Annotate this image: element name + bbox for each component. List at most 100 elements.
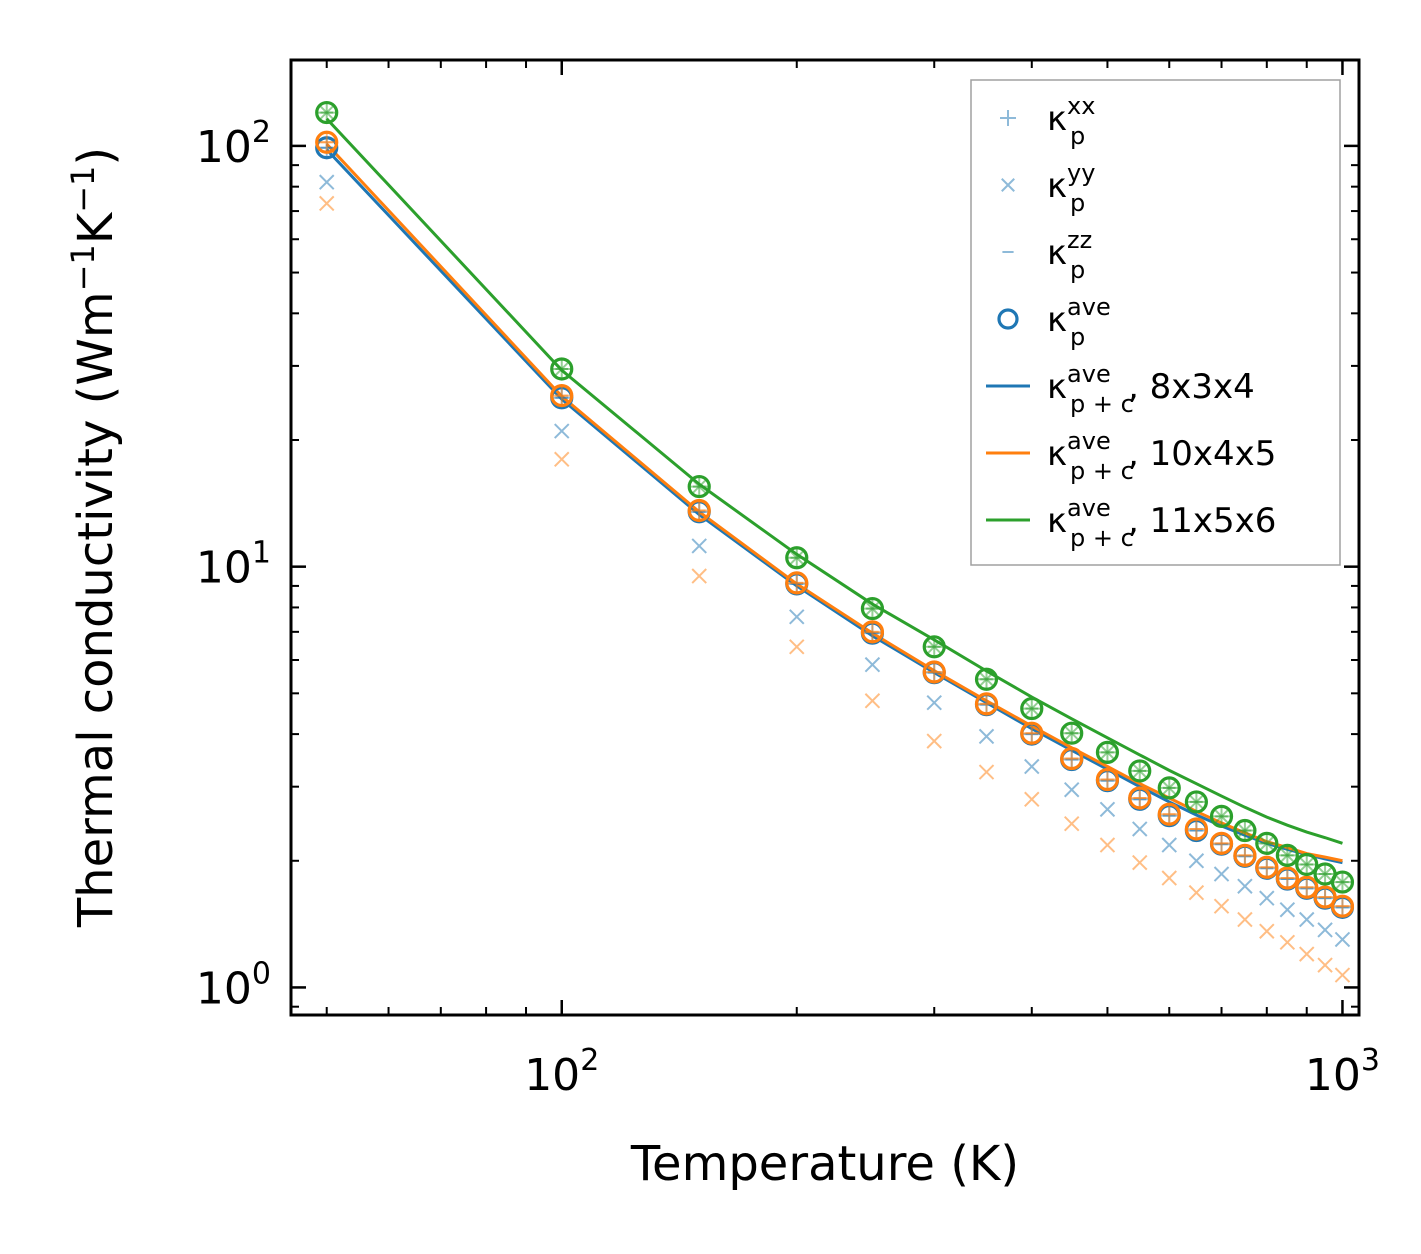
- data-point-kave_green-12: [1184, 790, 1208, 814]
- y-tick-label-base: 10: [196, 122, 252, 173]
- data-point-kyy_orange-19-d2: [1334, 967, 1351, 983]
- legend-label-suffix: , 10x4x5: [1128, 434, 1276, 474]
- x-tick-label-base: 10: [524, 1050, 580, 1101]
- y-tick-label-exp: 1: [252, 536, 271, 571]
- data-point-kyy_orange-0: [318, 195, 335, 212]
- legend-label: κzz p: [1047, 226, 1092, 284]
- data-point-kyy_orange-12-d2: [1188, 884, 1205, 901]
- data-point-kave_orange-11-ring: [1157, 802, 1181, 826]
- data-point-kave_orange-3-ring: [785, 571, 809, 595]
- legend-marker-icon: [1000, 110, 1016, 126]
- legend-label-sup: yy: [1067, 159, 1095, 187]
- data-point-kyy_blue-11: [1161, 837, 1177, 853]
- data-point-kave_orange-18-ring: [1313, 885, 1337, 909]
- y-tick-label-exp: 0: [252, 956, 271, 991]
- data-point-kyy_blue-2-d2: [691, 538, 707, 554]
- data-point-kave_orange-8: [1060, 746, 1084, 771]
- legend-label-sub: p: [1070, 323, 1085, 351]
- data-point-kave_orange-5-ring: [922, 660, 946, 684]
- legend-entry: κave p + c, 8x3x4: [986, 360, 1255, 418]
- data-point-kyy_orange-10: [1132, 854, 1148, 871]
- y-axis-title-sup1: −1: [64, 244, 102, 291]
- data-point-kave_green-2: [687, 474, 711, 499]
- data-point-kyy_blue-3-d2: [789, 609, 805, 625]
- data-point-kave_orange-9-ring: [1095, 767, 1120, 792]
- data-point-kyy_orange-3-d2: [789, 639, 805, 655]
- data-point-kyy_blue-16-d2: [1279, 901, 1296, 918]
- legend-label-base: κ: [1047, 233, 1067, 273]
- legend-marker-icon: [1001, 178, 1015, 192]
- y-tick-label: 100: [196, 956, 271, 1014]
- y-tick-label: 102: [196, 115, 271, 173]
- data-point-kave_green-10: [1128, 759, 1152, 783]
- series-kzz_green: [320, 111, 1349, 884]
- y-axis-title: Thermal conductivity (Wm−1K−1): [64, 147, 124, 928]
- data-point-kave_orange-4: [860, 620, 885, 644]
- x-axis-title: Temperature (K): [630, 1136, 1019, 1192]
- data-point-kyy_orange-13: [1213, 898, 1230, 914]
- data-point-kyy_blue-0-d2: [318, 174, 335, 190]
- data-point-kave_orange-16: [1275, 866, 1299, 890]
- data-point-kave_green-11-ring: [1157, 776, 1181, 800]
- data-point-kyy_blue-18-d2: [1317, 922, 1333, 938]
- legend-label-sub: p: [1070, 189, 1085, 217]
- data-point-kyy_blue-13-d2: [1213, 866, 1230, 882]
- data-point-kyy_orange-18-d2: [1317, 957, 1333, 973]
- data-point-kave_green-0-ring: [315, 100, 339, 125]
- legend-label-sup: ave: [1067, 427, 1111, 455]
- data-point-kave_green-13-ring: [1209, 804, 1234, 828]
- data-point-kyy_orange-6-d2: [978, 764, 995, 780]
- data-point-kave_orange-6-ring: [974, 692, 999, 716]
- data-point-kyy_orange-16-d2: [1279, 934, 1296, 951]
- legend-label: κyy p: [1047, 159, 1095, 217]
- data-point-kyy_blue-16: [1279, 901, 1296, 918]
- data-point-kyy_orange-0-d2: [318, 195, 335, 212]
- data-point-kave_orange-17-ring: [1295, 875, 1319, 899]
- data-point-kyy_orange-5-d2: [926, 733, 942, 749]
- data-point-kave_green-7: [1020, 696, 1044, 721]
- data-point-kave_green-3-ring: [785, 546, 809, 570]
- series-kyy_blue: [318, 174, 1351, 948]
- data-point-kyy_blue-1: [554, 423, 570, 439]
- data-point-kyy_blue-2: [691, 538, 707, 554]
- legend-label-base: κ: [1047, 367, 1067, 407]
- legend-label: κxx p: [1047, 92, 1095, 150]
- data-point-kyy_blue-5-d2: [926, 694, 942, 711]
- data-point-kave_green-1-ring: [550, 357, 574, 381]
- legend-label-base: κ: [1047, 300, 1067, 340]
- y-axis-title-end: ): [68, 147, 124, 166]
- data-point-kave_orange-3: [785, 571, 809, 595]
- data-point-kave_green-14-ring: [1233, 818, 1257, 843]
- data-point-kave_orange-17: [1295, 875, 1319, 899]
- y-axis-title-sup2: −1: [64, 166, 102, 213]
- y-tick-label-base: 10: [196, 543, 252, 594]
- data-point-kave_orange-13-ring: [1209, 831, 1234, 855]
- data-point-kave_orange-6: [974, 692, 999, 716]
- data-point-kyy_blue-8: [1063, 782, 1080, 798]
- data-point-kyy_blue-4: [864, 656, 881, 673]
- legend-label-sub: p: [1070, 256, 1085, 284]
- x-tick-label-base: 10: [1305, 1050, 1361, 1101]
- data-point-kave_green-1: [550, 357, 574, 381]
- legend-label-base: κ: [1047, 99, 1067, 139]
- data-point-kave_orange-15-ring: [1255, 855, 1279, 879]
- data-point-kyy_orange-16: [1279, 934, 1296, 951]
- data-point-kyy_orange-7-d2: [1024, 791, 1040, 808]
- data-point-kave_orange-9: [1095, 767, 1120, 792]
- data-point-kyy_blue-0: [318, 174, 335, 190]
- data-point-kyy_blue-7-d2: [1024, 758, 1040, 775]
- data-point-kave_orange-19: [1330, 894, 1355, 918]
- x-tick-label-exp: 2: [580, 1043, 599, 1078]
- data-point-kyy_orange-12: [1188, 884, 1205, 901]
- data-point-kave_green-6: [974, 667, 999, 691]
- legend-label: κave p + c, 8x3x4: [1047, 360, 1255, 418]
- data-point-kave_green-3: [785, 546, 809, 570]
- data-point-kave_orange-4-ring: [860, 620, 885, 644]
- legend-marker-icon-d2: [1001, 178, 1015, 192]
- data-point-kyy_blue-14: [1237, 878, 1253, 894]
- data-point-kyy_blue-5: [926, 694, 942, 711]
- data-point-kyy_orange-4: [864, 693, 881, 709]
- data-point-kyy_blue-10: [1132, 821, 1148, 837]
